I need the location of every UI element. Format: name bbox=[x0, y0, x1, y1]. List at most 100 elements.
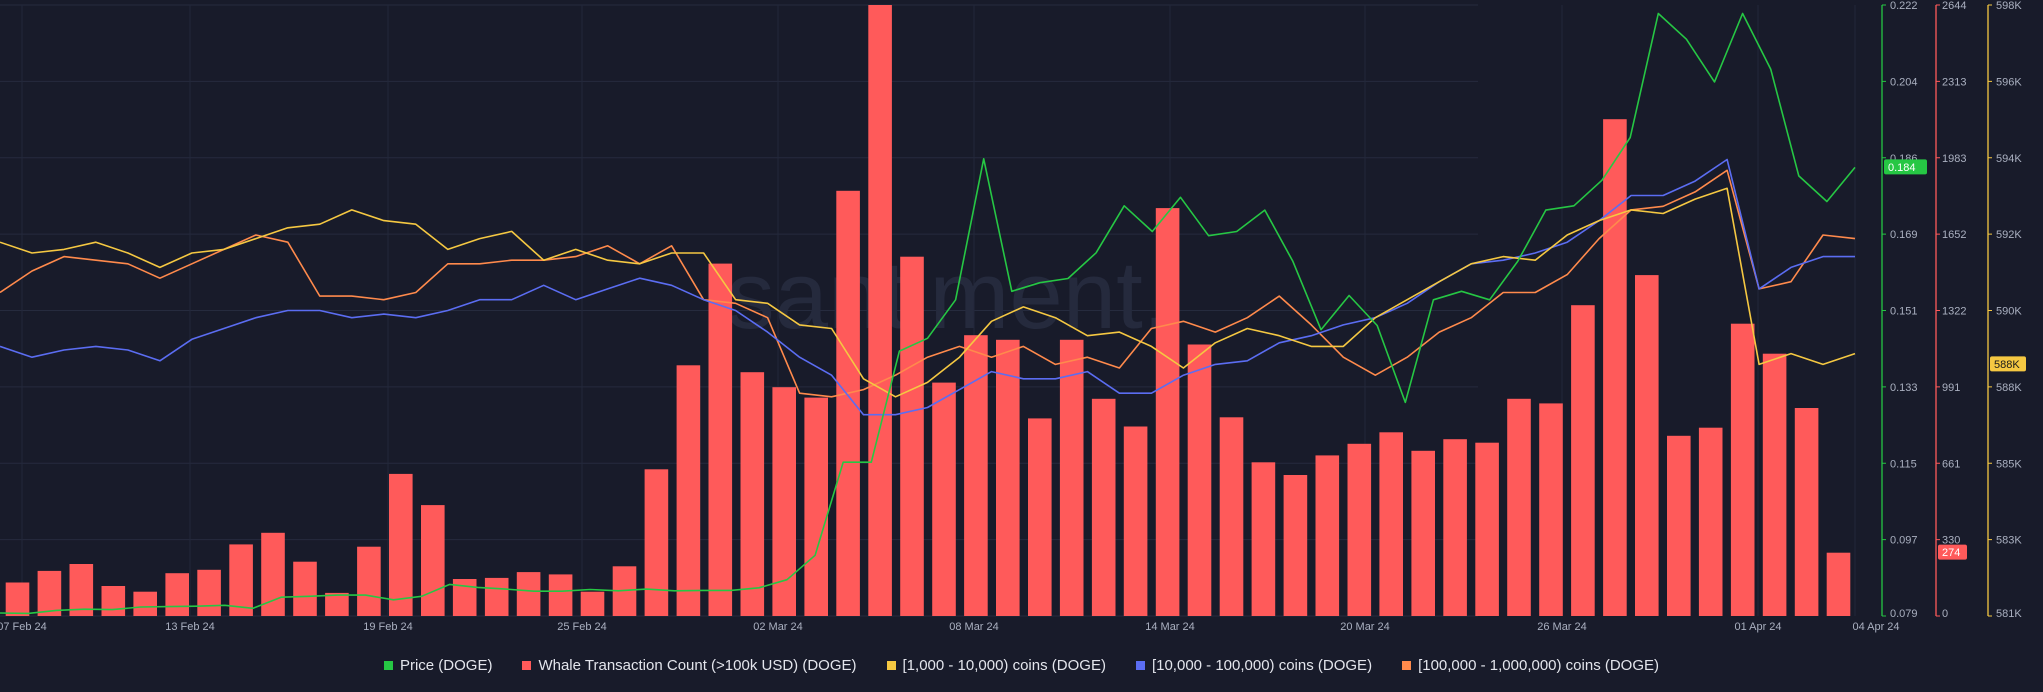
x-tick-label: 08 Mar 24 bbox=[949, 621, 999, 633]
whale-bar bbox=[1123, 426, 1148, 616]
whale-bar bbox=[1762, 353, 1787, 616]
legend: Price (DOGE) Whale Transaction Count (>1… bbox=[0, 652, 2043, 678]
legend-swatch-10k-100k bbox=[1135, 660, 1145, 670]
price-current-badge: 0.184 bbox=[1888, 162, 1916, 174]
whale-tick-label: 0 bbox=[1942, 608, 1948, 620]
whale-tick-label: 1983 bbox=[1942, 153, 1966, 165]
series-line bbox=[0, 158, 1855, 416]
series-line bbox=[0, 12, 1856, 615]
whale-bar bbox=[101, 586, 126, 616]
whale-current-badge: 274 bbox=[1942, 547, 1960, 559]
holdings-tick-label: 592K bbox=[1996, 229, 2022, 241]
whale-bar bbox=[1283, 475, 1308, 616]
legend-label-whale: Whale Transaction Count (>100k USD) (DOG… bbox=[538, 656, 857, 674]
whale-tick-label: 661 bbox=[1942, 458, 1960, 470]
whale-bar bbox=[1251, 462, 1276, 616]
series-line bbox=[0, 187, 1856, 398]
legend-swatch-whale bbox=[522, 660, 532, 670]
x-tick-label: 01 Apr 24 bbox=[1734, 621, 1781, 633]
whale-bar bbox=[996, 339, 1020, 616]
holdings-current-badge: 588K bbox=[1994, 359, 2020, 371]
price-tick-label: 0.115 bbox=[1890, 458, 1917, 470]
whale-bar bbox=[1443, 439, 1467, 616]
whale-bar bbox=[1635, 275, 1659, 616]
whale-tick-label: 330 bbox=[1942, 535, 1960, 547]
whale-bar bbox=[5, 582, 30, 616]
price-tick-label: 0.097 bbox=[1890, 535, 1918, 547]
whale-tick-label: 991 bbox=[1942, 382, 1960, 394]
axes: 0.2220.2040.1860.1690.1510.1330.1150.097… bbox=[0, 0, 2026, 633]
legend-label-1k-10k: [1,000 - 10,000) coins (DOGE) bbox=[902, 656, 1106, 674]
price-tick-label: 0.204 bbox=[1890, 76, 1918, 88]
holdings-tick-label: 588K bbox=[1996, 382, 2022, 394]
whale-tick-label: 1322 bbox=[1942, 306, 1966, 318]
whale-bar bbox=[772, 387, 796, 616]
whale-bar bbox=[1507, 398, 1531, 616]
whale-bars bbox=[5, 5, 1851, 617]
price-tick-label: 0.133 bbox=[1890, 382, 1918, 394]
legend-label-10k-100k: [10,000 - 100,000) coins (DOGE) bbox=[1151, 656, 1373, 674]
legend-label-100k-1m: [100,000 - 1,000,000) coins (DOGE) bbox=[1418, 656, 1660, 674]
whale-bar bbox=[37, 570, 62, 616]
whale-bar bbox=[516, 572, 541, 616]
whale-bar bbox=[261, 532, 285, 616]
whale-bar bbox=[1347, 443, 1372, 616]
x-tick-label: 19 Feb 24 bbox=[363, 621, 413, 633]
x-tick-label: 26 Mar 24 bbox=[1537, 621, 1587, 633]
whale-bar bbox=[389, 473, 413, 616]
whale-bar bbox=[1571, 305, 1595, 616]
whale-bar bbox=[293, 561, 317, 616]
whale-bar bbox=[357, 546, 381, 616]
whale-bar bbox=[69, 564, 94, 616]
holdings-tick-label: 594K bbox=[1996, 153, 2022, 165]
legend-item-10k-100k[interactable]: [10,000 - 100,000) coins (DOGE) bbox=[1135, 656, 1373, 674]
legend-swatch-1k-10k bbox=[886, 660, 896, 670]
holdings-current-badge-bg bbox=[1990, 356, 2026, 372]
watermark: santiment. bbox=[727, 242, 1170, 349]
whale-bar bbox=[197, 569, 221, 616]
whale-bar bbox=[229, 544, 253, 616]
whale-bar bbox=[1826, 552, 1851, 616]
whale-bar bbox=[1028, 418, 1052, 616]
whale-bar bbox=[964, 335, 988, 616]
whale-bar bbox=[1315, 455, 1340, 616]
legend-item-1k-10k[interactable]: [1,000 - 10,000) coins (DOGE) bbox=[886, 656, 1106, 674]
series-line bbox=[0, 169, 1856, 398]
whale-bar bbox=[165, 573, 189, 616]
whale-bar bbox=[1730, 323, 1755, 616]
legend-item-price[interactable]: Price (DOGE) bbox=[383, 656, 493, 674]
legend-item-100k-1m[interactable]: [100,000 - 1,000,000) coins (DOGE) bbox=[1402, 657, 1659, 674]
holdings-tick-label: 598K bbox=[1996, 0, 2022, 12]
whale-bar bbox=[1379, 432, 1403, 616]
whale-bar bbox=[1539, 403, 1563, 616]
price-tick-label: 0.151 bbox=[1890, 306, 1918, 318]
legend-label-price: Price (DOGE) bbox=[399, 656, 493, 674]
whale-tick-label: 1652 bbox=[1942, 229, 1966, 241]
whale-bar bbox=[932, 382, 956, 616]
price-tick-label: 0.222 bbox=[1890, 0, 1918, 12]
price-current-badge-bg bbox=[1884, 159, 1927, 175]
x-tick-label: 20 Mar 24 bbox=[1340, 621, 1390, 633]
x-tick-label: 13 Feb 24 bbox=[165, 621, 215, 633]
whale-bar bbox=[804, 397, 828, 616]
whale-bar bbox=[548, 574, 573, 616]
x-tick-label: 25 Feb 24 bbox=[557, 621, 607, 633]
whale-bar bbox=[1667, 435, 1691, 616]
whale-bar bbox=[325, 592, 349, 616]
whale-tick-label: 2644 bbox=[1942, 0, 1966, 12]
price-tick-label: 0.169 bbox=[1890, 229, 1918, 241]
whale-bar bbox=[868, 5, 892, 616]
whale-bar bbox=[708, 263, 733, 616]
x-tick-label: 07 Feb 24 bbox=[0, 621, 47, 633]
holdings-tick-label: 596K bbox=[1996, 76, 2022, 88]
whale-bar bbox=[1091, 398, 1116, 616]
whale-bar bbox=[836, 190, 860, 617]
whale-bar bbox=[1155, 208, 1180, 616]
holdings-tick-label: 581K bbox=[1996, 608, 2022, 620]
whale-tick-label: 2313 bbox=[1942, 76, 1966, 88]
legend-item-whale[interactable]: Whale Transaction Count (>100k USD) (DOG… bbox=[522, 656, 857, 674]
series-lines bbox=[0, 12, 1856, 615]
whale-bar bbox=[900, 256, 924, 616]
